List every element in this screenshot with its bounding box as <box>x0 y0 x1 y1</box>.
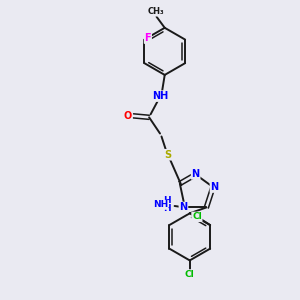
Text: N: N <box>179 202 188 212</box>
Text: F: F <box>145 33 151 43</box>
Text: H: H <box>164 204 171 213</box>
Text: S: S <box>164 150 172 160</box>
Text: CH₃: CH₃ <box>147 7 164 16</box>
Text: NH: NH <box>152 91 168 101</box>
Text: NH: NH <box>153 200 168 209</box>
Text: N: N <box>210 182 218 192</box>
Text: O: O <box>124 111 132 121</box>
Text: N: N <box>192 169 200 179</box>
Text: Cl: Cl <box>192 212 202 221</box>
Text: H: H <box>164 196 171 206</box>
Text: Cl: Cl <box>185 270 195 279</box>
